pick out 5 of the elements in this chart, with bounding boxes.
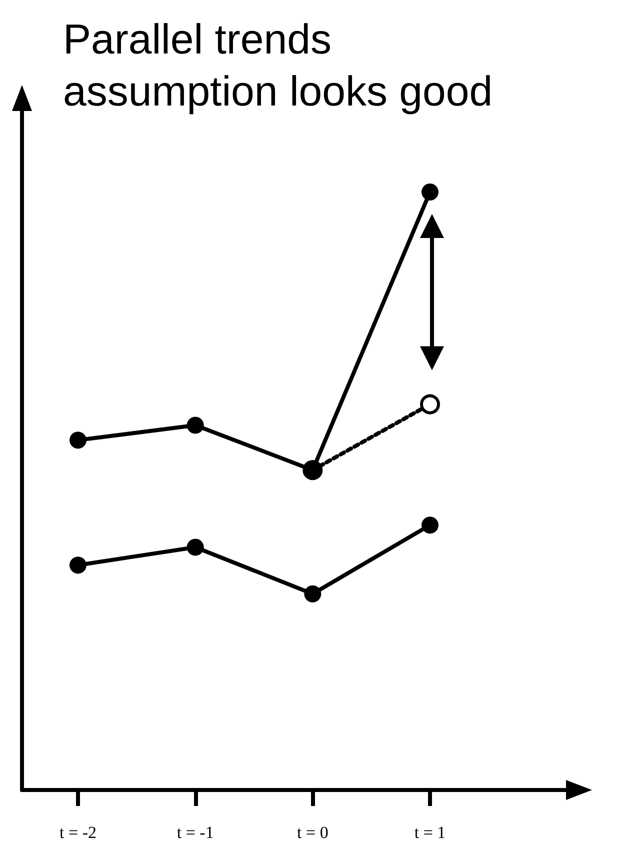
x-tick-label: t = 0 bbox=[297, 823, 328, 842]
x-tick-label: t = -2 bbox=[60, 823, 96, 842]
x-tick-label: t = -1 bbox=[176, 823, 214, 842]
chart-title: Parallel trends assumption looks good bbox=[63, 16, 493, 114]
x-tick-label: t = 1 bbox=[414, 823, 446, 842]
